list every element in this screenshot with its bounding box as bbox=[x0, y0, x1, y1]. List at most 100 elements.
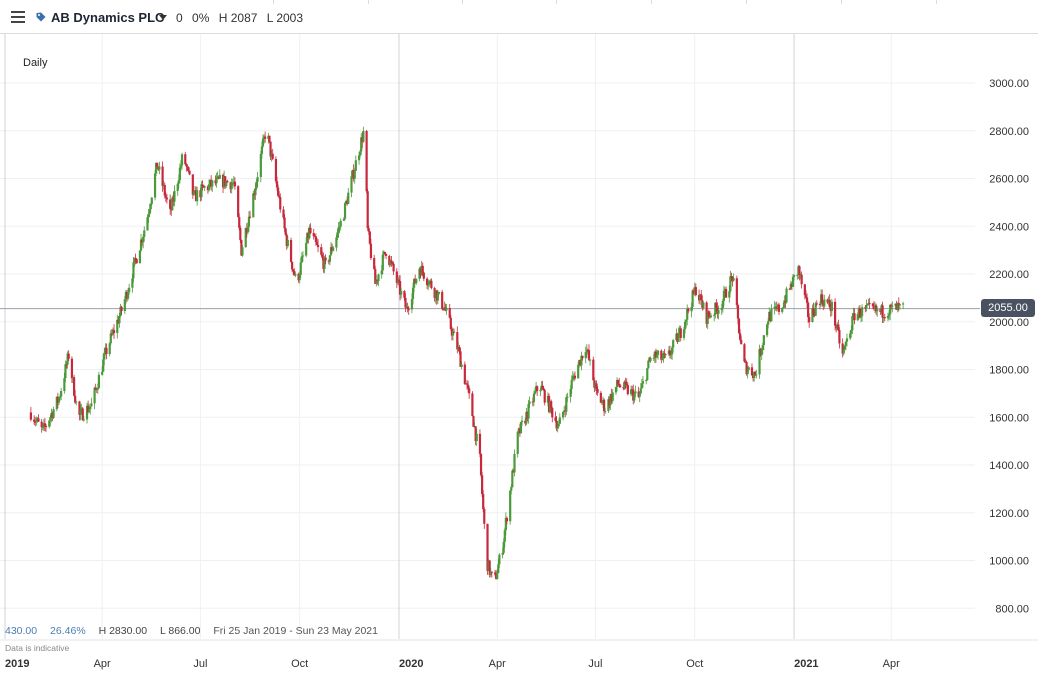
candle-body bbox=[365, 130, 368, 192]
candle-body bbox=[853, 313, 856, 321]
candle-body bbox=[866, 304, 869, 306]
candle-body bbox=[837, 324, 840, 331]
candle-body bbox=[661, 358, 664, 360]
candle-body bbox=[75, 401, 78, 403]
instrument-name[interactable]: AB Dynamics PLC bbox=[51, 10, 165, 25]
y-tick-label: 2200.00 bbox=[989, 269, 1029, 281]
candle-body bbox=[624, 381, 627, 384]
candle-body bbox=[634, 391, 637, 394]
candle-body bbox=[520, 420, 524, 423]
candle-body bbox=[377, 274, 380, 281]
candle-body bbox=[808, 317, 811, 322]
x-tick-label: Oct bbox=[686, 658, 703, 670]
x-tick-label: Jul bbox=[193, 658, 207, 670]
y-tick-label: 1200.00 bbox=[989, 508, 1029, 520]
candle-body bbox=[143, 230, 146, 237]
candle-body bbox=[142, 236, 145, 243]
candle-body bbox=[481, 475, 484, 495]
candle-body bbox=[891, 305, 894, 307]
interval-label: Daily bbox=[23, 57, 48, 69]
candle-body bbox=[844, 341, 847, 346]
candle-body bbox=[640, 383, 643, 389]
candle-body bbox=[595, 383, 598, 390]
candle-body bbox=[207, 184, 211, 191]
candle-body bbox=[475, 433, 478, 442]
candle-body bbox=[550, 401, 553, 409]
candle-body bbox=[838, 330, 841, 344]
hamburger-menu-icon[interactable] bbox=[11, 11, 25, 23]
price-chart[interactable]: 3000.00 2800.00 2600.00 2400.00 2200.00 2000.… bbox=[0, 34, 1038, 673]
candle-body bbox=[300, 256, 303, 263]
candle-body bbox=[811, 308, 814, 322]
candle-body bbox=[483, 509, 486, 524]
candle-body bbox=[750, 367, 754, 376]
candle-body bbox=[428, 281, 431, 285]
chevron-down-icon[interactable] bbox=[159, 15, 167, 20]
candle-body bbox=[557, 423, 560, 427]
candle-body bbox=[770, 308, 773, 321]
candle-body bbox=[729, 276, 732, 292]
candle-body bbox=[238, 217, 241, 228]
candle-body bbox=[173, 191, 176, 202]
candle-body bbox=[381, 254, 384, 271]
candle-body bbox=[430, 280, 433, 289]
candle-body bbox=[707, 311, 710, 316]
candle-body bbox=[510, 487, 513, 491]
candle-body bbox=[732, 278, 735, 281]
candle-body bbox=[672, 340, 675, 348]
candle-body bbox=[871, 303, 874, 307]
candle-body bbox=[187, 167, 190, 171]
candle-body bbox=[286, 239, 289, 247]
candle-body bbox=[178, 167, 181, 181]
candle-body bbox=[347, 192, 350, 205]
candle-body bbox=[284, 228, 287, 235]
candle-body bbox=[649, 357, 652, 361]
candle-body bbox=[724, 289, 728, 298]
candle-body bbox=[898, 304, 901, 306]
candle-body bbox=[97, 374, 101, 389]
candle-body bbox=[369, 243, 373, 259]
candle-body bbox=[161, 166, 164, 186]
candle-body bbox=[602, 399, 606, 412]
candle-body bbox=[856, 314, 859, 321]
candle-body bbox=[230, 183, 233, 190]
y-tick-label: 2600.00 bbox=[989, 174, 1029, 186]
candle-body bbox=[64, 364, 67, 379]
candle-body bbox=[150, 197, 153, 204]
candle-body bbox=[233, 181, 237, 187]
candle-body bbox=[788, 288, 791, 290]
candle-body bbox=[138, 250, 142, 264]
candle-body bbox=[581, 355, 584, 359]
candle-body bbox=[792, 274, 796, 277]
candle-body bbox=[745, 361, 748, 375]
candle-body bbox=[623, 381, 626, 389]
candle-body bbox=[539, 390, 542, 392]
candle-body bbox=[48, 420, 51, 427]
candle-body bbox=[488, 560, 491, 575]
candle-body bbox=[556, 426, 559, 429]
candle-body bbox=[34, 421, 37, 423]
candle-body bbox=[889, 304, 892, 315]
candle-body bbox=[118, 316, 121, 324]
candle-body bbox=[498, 554, 501, 565]
candle-body bbox=[329, 247, 333, 256]
candle-body bbox=[739, 333, 742, 340]
change-percent: 0% bbox=[192, 11, 210, 25]
candle-body bbox=[886, 316, 890, 319]
period-high: H 2830.00 bbox=[98, 625, 148, 637]
candle-body bbox=[305, 243, 308, 256]
candle-body bbox=[611, 392, 614, 401]
candle-body bbox=[694, 287, 697, 296]
candle-body bbox=[403, 291, 406, 298]
candle-body bbox=[858, 308, 862, 318]
candle-body bbox=[683, 321, 687, 330]
candle-body bbox=[458, 347, 461, 352]
candle-body bbox=[89, 406, 92, 410]
candle-body bbox=[74, 395, 77, 403]
candle-body bbox=[737, 318, 741, 334]
candle-body bbox=[686, 308, 689, 320]
candle-body bbox=[720, 308, 723, 311]
candle-body bbox=[700, 294, 703, 301]
candle-body bbox=[513, 453, 516, 473]
x-tick-label: Oct bbox=[291, 658, 308, 670]
